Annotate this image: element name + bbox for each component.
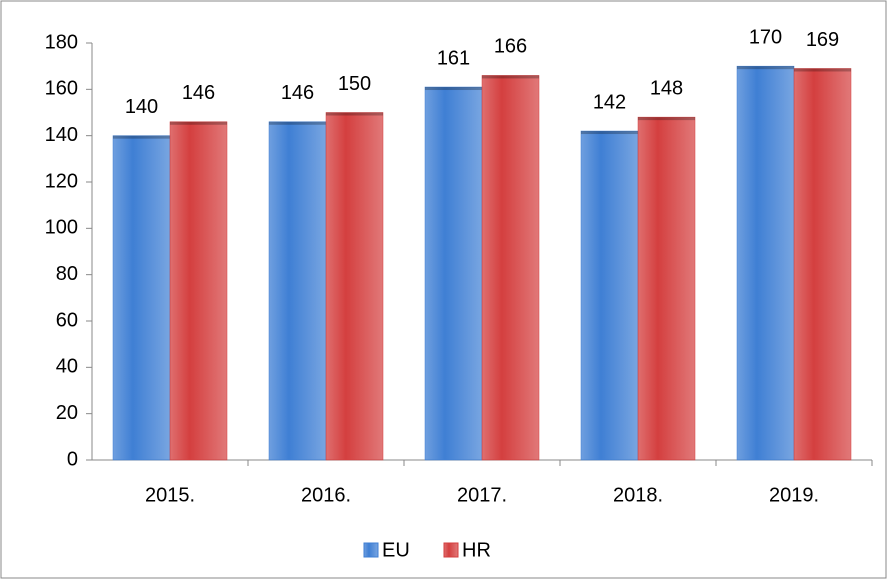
bar xyxy=(169,121,228,461)
bar-top xyxy=(425,87,482,91)
bar xyxy=(637,116,696,461)
y-tick-label: 180 xyxy=(45,31,78,53)
y-tick-label: 160 xyxy=(45,78,78,100)
data-label: 166 xyxy=(494,36,527,58)
x-tick-label: 2019. xyxy=(769,484,819,506)
bar-top xyxy=(581,131,638,135)
bar-top xyxy=(326,112,383,116)
bar xyxy=(481,75,540,461)
bar-top xyxy=(113,135,170,139)
legend-label: HR xyxy=(462,539,491,561)
data-label: 161 xyxy=(437,47,470,69)
bar xyxy=(736,65,795,461)
y-tick-label: 20 xyxy=(56,402,78,424)
x-tick-label: 2015. xyxy=(145,484,195,506)
data-label: 169 xyxy=(806,29,839,51)
bar-top xyxy=(269,121,326,125)
legend-swatch xyxy=(443,542,459,558)
y-tick-label: 80 xyxy=(56,263,78,285)
bar-top xyxy=(794,68,851,72)
data-label: 150 xyxy=(338,73,371,95)
bar-top xyxy=(638,117,695,121)
bar xyxy=(112,135,171,461)
x-tick-label: 2017. xyxy=(457,484,507,506)
y-tick-label: 100 xyxy=(45,217,78,239)
y-tick-label: 40 xyxy=(56,356,78,378)
bar-top xyxy=(170,121,227,125)
data-label: 170 xyxy=(749,26,782,48)
bar xyxy=(793,68,852,461)
data-label: 146 xyxy=(182,82,215,104)
data-label: 140 xyxy=(125,96,158,118)
bar xyxy=(424,86,483,461)
x-tick-label: 2016. xyxy=(301,484,351,506)
legend-label: EU xyxy=(382,539,410,561)
data-label: 148 xyxy=(650,77,683,99)
bar xyxy=(268,121,327,461)
bar-top xyxy=(737,66,794,70)
x-tick-label: 2018. xyxy=(613,484,663,506)
data-label: 142 xyxy=(593,91,626,113)
legend-swatch xyxy=(363,542,379,558)
bar-top xyxy=(482,75,539,79)
data-label: 146 xyxy=(281,82,314,104)
y-tick-label: 120 xyxy=(45,170,78,192)
y-tick-label: 140 xyxy=(45,124,78,146)
y-tick-label: 0 xyxy=(67,448,78,470)
bar xyxy=(325,112,384,461)
y-tick-label: 60 xyxy=(56,309,78,331)
bar xyxy=(580,130,639,461)
